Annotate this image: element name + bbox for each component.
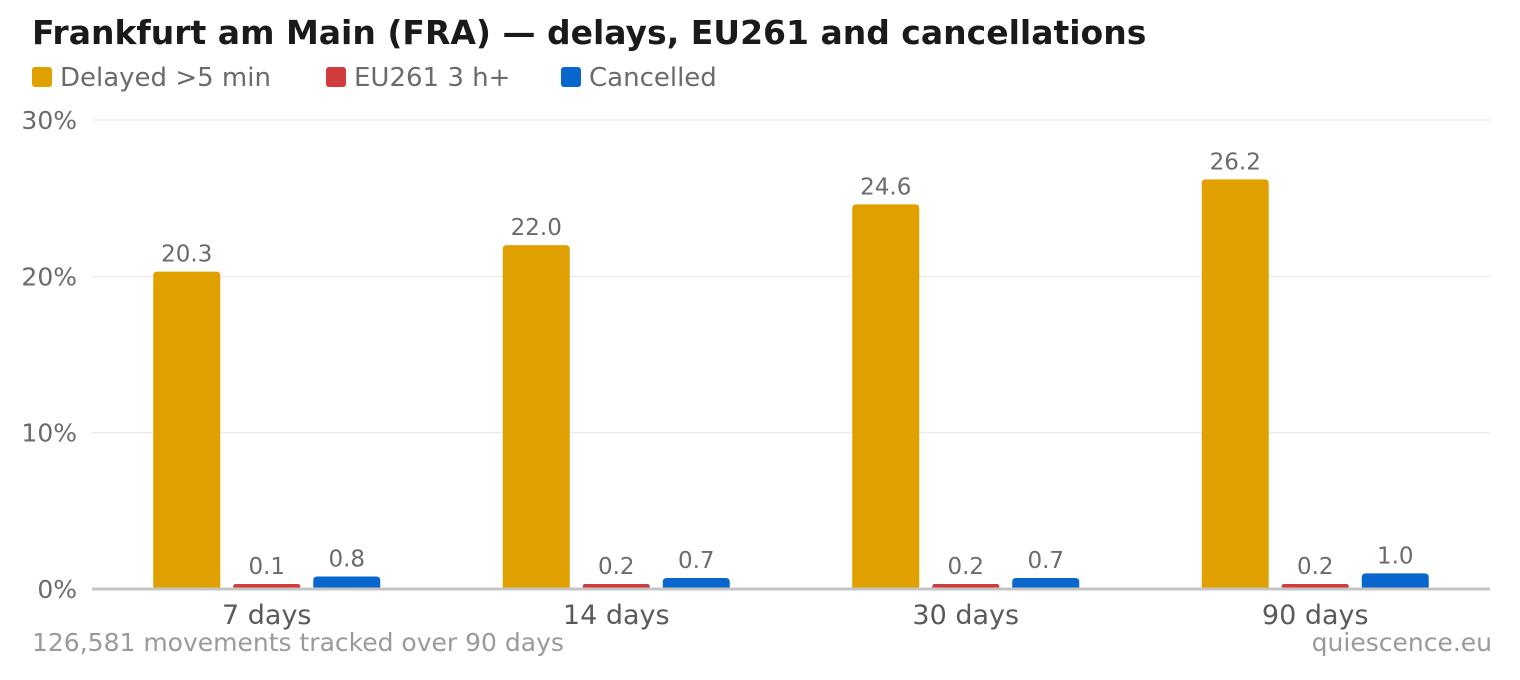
bar-value-label: 22.0 <box>511 215 562 241</box>
bar-value-label: 0.2 <box>1297 554 1334 580</box>
bar-value-label: 1.0 <box>1377 543 1414 569</box>
bar-value-label: 0.7 <box>1027 548 1064 574</box>
bars <box>153 179 1429 590</box>
y-axis-ticks: 0% 10% 20% 30% <box>21 106 77 604</box>
bar-value-label: 0.2 <box>947 554 984 580</box>
chart-title: Frankfurt am Main (FRA) — delays, EU261 … <box>32 13 1146 52</box>
y-tick-label: 0% <box>37 575 77 604</box>
bar <box>502 245 570 590</box>
footer-source: quiescence.eu <box>1312 628 1492 657</box>
bar-value-label: 24.6 <box>860 174 911 200</box>
legend-label: EU261 3 h+ <box>354 63 510 93</box>
legend-label: Delayed >5 min <box>60 63 271 93</box>
legend-swatch <box>561 67 581 87</box>
x-tick-label: 7 days <box>222 600 312 631</box>
bar <box>1361 573 1429 589</box>
value-labels: 20.3 0.1 0.8 22.0 0.2 0.7 24.6 0.2 0.7 26.2 0.2 1.0 <box>161 149 1413 580</box>
bar <box>1201 179 1269 589</box>
gridlines <box>92 119 1490 434</box>
bar <box>852 204 920 590</box>
legend-label: Cancelled <box>589 63 717 93</box>
bar-value-label: 0.1 <box>248 554 285 580</box>
bar-value-label: 26.2 <box>1210 149 1261 175</box>
x-axis-ticks: 7 days 14 days 30 days 90 days <box>222 600 1369 631</box>
y-tick-label: 10% <box>21 419 77 448</box>
legend-swatch <box>32 67 52 87</box>
bar-value-label: 20.3 <box>161 242 212 268</box>
bar <box>153 271 221 589</box>
x-tick-label: 14 days <box>563 600 670 631</box>
footer-note: 126,581 movements tracked over 90 days <box>32 628 564 657</box>
x-tick-label: 90 days <box>1262 600 1369 631</box>
legend-swatch <box>326 67 346 87</box>
bar-value-label: 0.8 <box>328 546 365 572</box>
y-tick-label: 30% <box>21 106 77 135</box>
bar-value-label: 0.7 <box>678 548 715 574</box>
y-tick-label: 20% <box>21 262 77 291</box>
bar-value-label: 0.2 <box>598 554 635 580</box>
bar <box>662 578 730 589</box>
bar <box>1012 578 1080 589</box>
x-tick-label: 30 days <box>912 600 1019 631</box>
bar <box>313 576 381 589</box>
legend: Delayed >5 min EU261 3 h+ Cancelled <box>32 63 717 93</box>
